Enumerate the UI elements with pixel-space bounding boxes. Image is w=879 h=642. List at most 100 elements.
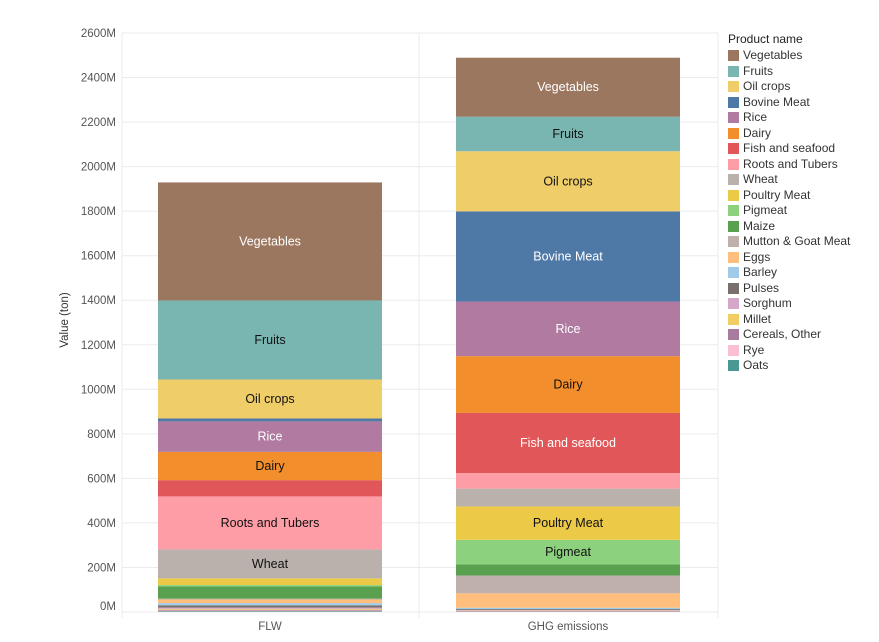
legend-item[interactable]: Sorghum (728, 296, 850, 312)
legend-label: Wheat (743, 172, 778, 186)
bar-segment[interactable] (158, 578, 382, 586)
legend-item[interactable]: Bovine Meat (728, 95, 850, 111)
bar-segment[interactable] (158, 182, 382, 301)
bar-segment[interactable] (456, 211, 680, 302)
legend-item[interactable]: Wheat (728, 172, 850, 188)
y-axis: 0M 200M 400M 600M 800M 1000M 1200M 1400M 1600M 18… (81, 28, 116, 613)
bar-segment[interactable] (456, 539, 680, 565)
bar-segment[interactable] (158, 451, 382, 481)
bar-segment[interactable] (456, 473, 680, 489)
legend-label: Poultry Meat (743, 187, 811, 202)
x-axis: FLW GHG emissions (258, 621, 608, 633)
bar-segment[interactable] (456, 607, 680, 610)
legend-item[interactable]: Cereals, Other (728, 327, 850, 343)
legend-item[interactable]: Millet (728, 312, 850, 328)
bar-segment[interactable] (456, 412, 680, 474)
bar-segment[interactable] (158, 607, 382, 609)
bar-segment[interactable] (158, 549, 382, 579)
bar-segment[interactable] (158, 300, 382, 380)
y-tick-label: 2200M (81, 117, 116, 129)
legend-item[interactable]: Poultry Meat (728, 188, 850, 204)
legend-swatch (728, 282, 739, 294)
bar-segment[interactable] (158, 421, 382, 452)
legend-item[interactable]: Dairy (728, 126, 850, 142)
legend-item[interactable]: Fruits (728, 64, 850, 80)
legend-swatch (728, 127, 739, 139)
data-label: Vegetables (537, 80, 599, 94)
bar-segment[interactable] (456, 488, 680, 507)
legend-label: Mutton & Goat Meat (743, 234, 851, 248)
y-tick-label: 200M (87, 562, 116, 574)
bar-segment[interactable] (456, 57, 680, 117)
bar-segment[interactable] (158, 598, 382, 600)
bar-segment[interactable] (456, 506, 680, 540)
legend-item[interactable]: Mutton & Goat Meat (728, 234, 850, 250)
legend-item[interactable]: Eggs (728, 250, 850, 266)
data-label: Pigmeat (545, 545, 591, 559)
y-axis-title: Value (ton) (59, 292, 71, 348)
bar-segment[interactable] (158, 586, 382, 599)
legend-swatch (728, 344, 739, 356)
bar-segment[interactable] (158, 608, 382, 610)
bar-segment[interactable] (158, 611, 382, 612)
bar-segment[interactable] (456, 609, 680, 610)
bar-segment[interactable] (456, 564, 680, 576)
bar-segment[interactable] (158, 609, 382, 611)
legend-item[interactable]: Oats (728, 358, 850, 374)
data-label: Dairy (255, 459, 285, 473)
legend-swatch (728, 298, 739, 310)
data-label: Rice (257, 430, 282, 444)
bar-segment[interactable] (456, 609, 680, 611)
legend-label: Bovine Meat (743, 94, 810, 109)
bars (158, 57, 680, 612)
bar-segment[interactable] (158, 585, 382, 587)
legend-swatch (728, 112, 739, 124)
y-tick-label: 1400M (81, 295, 116, 307)
legend-swatch (728, 205, 739, 217)
bar-segment[interactable] (158, 480, 382, 497)
legend-label: Sorghum (743, 296, 792, 310)
bar-segment[interactable] (456, 593, 680, 608)
legend-item[interactable]: Barley (728, 265, 850, 281)
legend-label: Oats (743, 358, 769, 372)
legend-item[interactable]: Oil crops (728, 79, 850, 95)
y-tick-label: 1000M (81, 384, 116, 396)
legend-item[interactable]: Vegetables (728, 48, 850, 64)
legend-label: Barley (743, 265, 778, 279)
legend-item[interactable]: Pigmeat (728, 203, 850, 219)
bar-segment[interactable] (456, 575, 680, 594)
bar-segment[interactable] (158, 605, 382, 608)
bar-segment[interactable] (456, 301, 680, 357)
legend-swatch (728, 81, 739, 93)
legend-item[interactable]: Rye (728, 343, 850, 359)
bar-segment[interactable] (158, 599, 382, 604)
y-tick-label: 600M (87, 473, 116, 485)
data-label: Rice (555, 322, 580, 336)
data-label: Fish and seafood (520, 436, 616, 450)
data-label: Fruits (254, 333, 285, 347)
legend-swatch (728, 267, 739, 279)
y-tick-label: 1200M (81, 340, 116, 352)
bar-segment[interactable] (158, 610, 382, 612)
legend-item[interactable]: Fish and seafood (728, 141, 850, 157)
x-tick-label: GHG emissions (528, 621, 609, 633)
legend-item[interactable]: Roots and Tubers (728, 157, 850, 173)
legend-title: Product name (728, 32, 803, 46)
legend-label: Eggs (743, 249, 771, 264)
bar-segment[interactable] (158, 603, 382, 606)
legend-item[interactable]: Maize (728, 219, 850, 235)
legend-label: Cereals, Other (743, 327, 822, 341)
legend-label: Pigmeat (743, 203, 788, 217)
legend-swatch (728, 220, 739, 232)
legend-label: Fruits (743, 63, 773, 78)
bar-segment[interactable] (456, 356, 680, 413)
legend-swatch (728, 329, 739, 341)
bar-segment[interactable] (456, 151, 680, 212)
bar-segment[interactable] (158, 418, 382, 422)
bar-segment[interactable] (158, 379, 382, 419)
data-label: Fruits (552, 127, 583, 141)
bar-segment[interactable] (158, 496, 382, 550)
legend-item[interactable]: Rice (728, 110, 850, 126)
legend-item[interactable]: Pulses (728, 281, 850, 297)
bar-segment[interactable] (456, 116, 680, 152)
